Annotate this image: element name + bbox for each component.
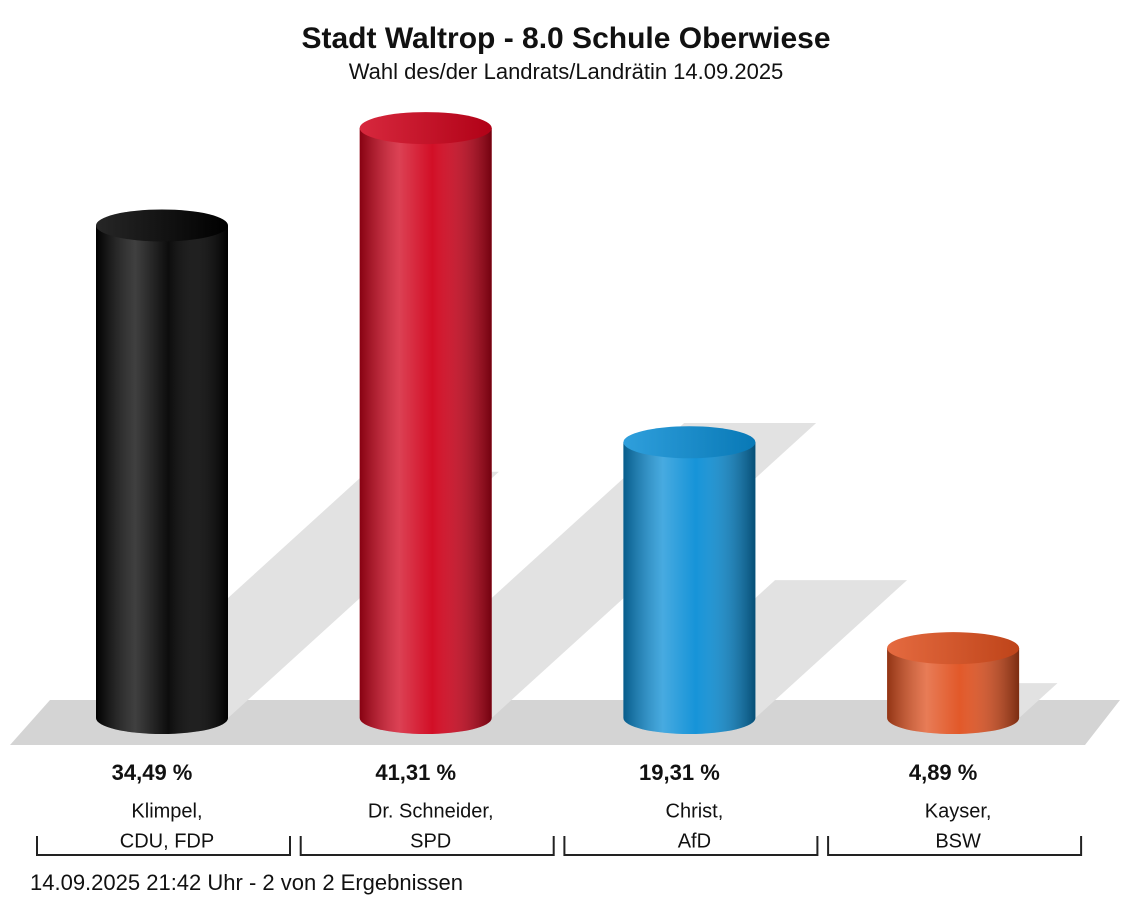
bar-cap-shade	[887, 632, 1020, 665]
category-bracket	[563, 836, 819, 856]
category-bracket	[827, 836, 1083, 856]
x-tick-label: Klimpel,	[131, 800, 202, 822]
x-tick-label: Kayser,	[925, 800, 992, 822]
bar-cap-shade	[359, 112, 492, 145]
category-bracket	[299, 836, 555, 856]
chart-subtitle: Wahl des/der Landrats/Landrätin 14.09.20…	[349, 59, 784, 84]
category-bracket	[36, 836, 291, 856]
value-label: 4,89 %	[909, 760, 978, 785]
x-tick-label: CDU, FDP	[120, 830, 214, 852]
value-label: 34,49 %	[112, 760, 193, 785]
bar	[887, 632, 1020, 734]
bar	[359, 112, 492, 734]
bar-cap-shade	[96, 209, 228, 242]
chart-title: Stadt Waltrop - 8.0 Schule Oberwiese	[301, 22, 830, 55]
footer: 14.09.2025 21:42 Uhr - 2 von 2 Ergebniss…	[30, 870, 463, 895]
bar-body-shade	[96, 225, 228, 735]
bar-body-shade	[359, 128, 492, 734]
bar-body-shade	[887, 648, 1020, 734]
x-tick-label: Dr. Schneider,	[368, 800, 494, 822]
value-label: 41,31 %	[375, 760, 456, 785]
bar-cap-shade	[623, 426, 756, 459]
x-tick-label: BSW	[935, 830, 981, 852]
value-label: 19,31 %	[639, 760, 720, 785]
bars	[96, 112, 1020, 735]
x-tick-label: Christ,	[666, 800, 724, 822]
bar	[623, 426, 756, 734]
bar	[96, 209, 228, 735]
x-tick-label: AfD	[678, 830, 711, 852]
floor	[10, 700, 1120, 745]
bar-body-shade	[623, 442, 756, 734]
x-tick-label: SPD	[410, 830, 451, 852]
